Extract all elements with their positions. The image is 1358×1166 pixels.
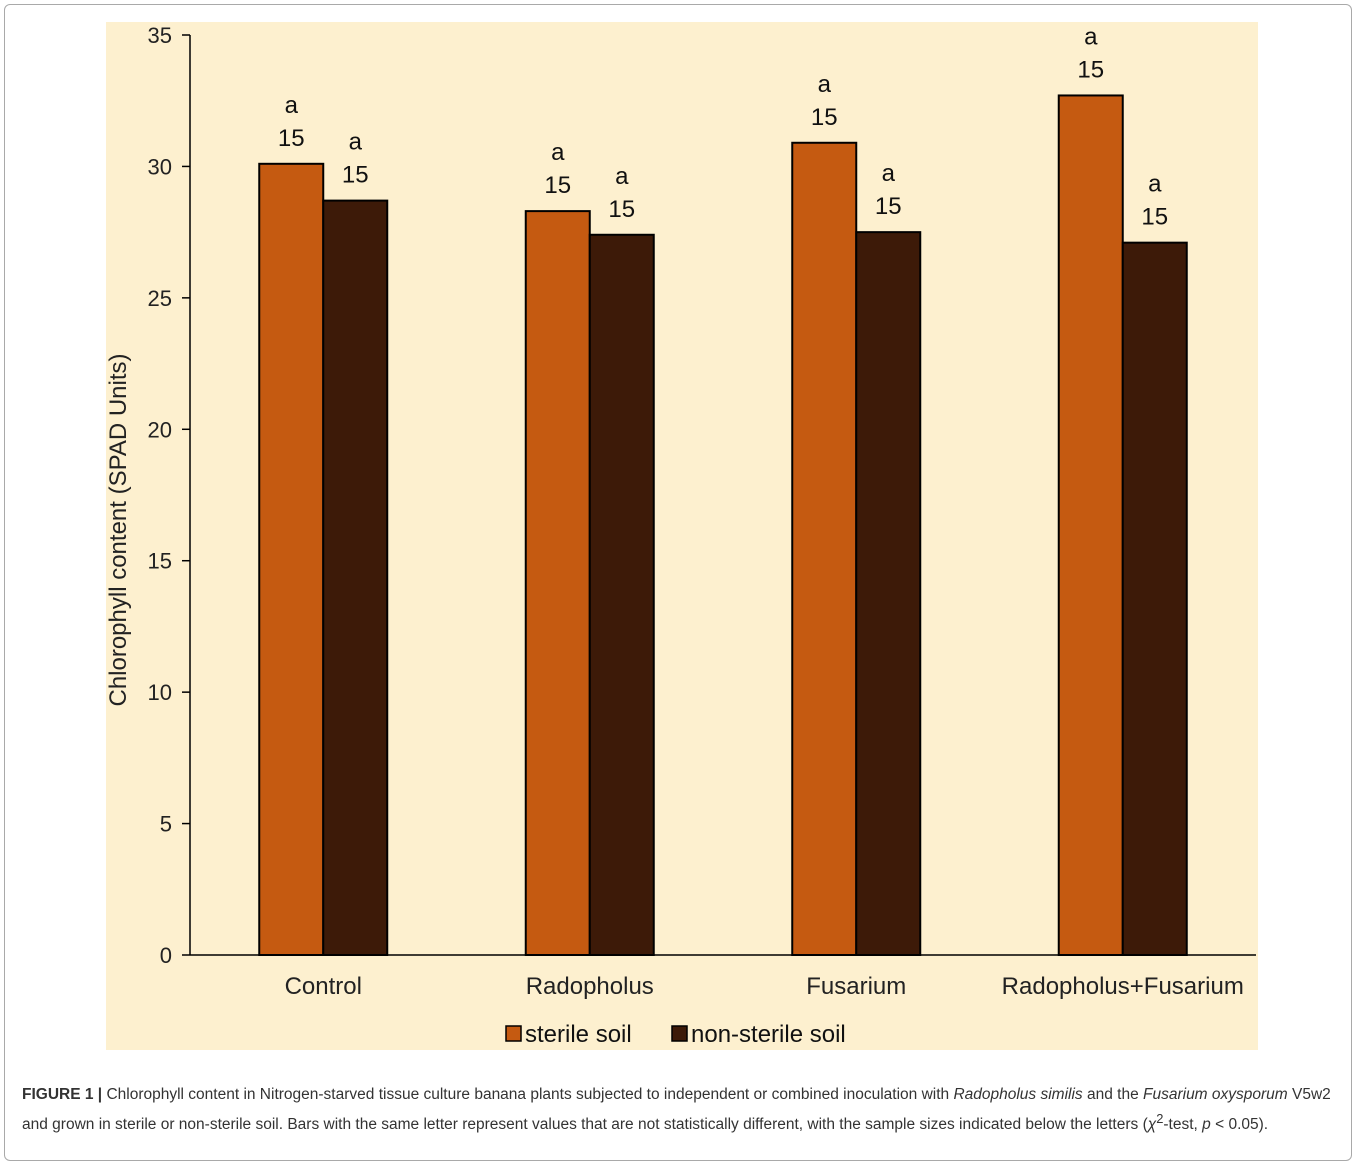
bar-chart: 0 5 10 15 20 25 30 35 Control Radopholus Fusarium… [105,22,1258,1050]
bar [1121,241,1188,956]
legend-swatch [671,1025,688,1042]
caption-superscript: 2 [1156,1110,1164,1126]
y-tick-label: 35 [148,23,172,48]
bar-significance-letter: a [615,163,629,190]
y-tick-label: 5 [160,812,172,837]
bar [258,162,325,957]
y-tick-label: 0 [160,943,172,968]
legend-label: non-sterile soil [691,1021,846,1048]
y-tick-label: 25 [148,286,172,311]
bar [322,199,389,957]
bar-sample-size: 15 [278,125,305,152]
bar-sample-size: 15 [1077,56,1104,83]
bar-sample-size: 15 [342,162,369,189]
bar-significance-letter: a [1084,23,1098,50]
caption-italic-fungus: Fusarium oxysporum [1143,1086,1288,1103]
legend-label: sterile soil [525,1021,632,1048]
y-tick-label: 15 [148,549,172,574]
y-axis: 0 5 10 15 20 25 30 35 [148,23,191,968]
legend: sterile soil non-sterile soil [505,1021,846,1048]
y-tick-label: 10 [148,680,172,705]
caption-figure-label: FIGURE 1 | [22,1086,103,1103]
x-category-label: Control [285,973,362,1000]
bars [258,94,1188,957]
caption-italic-species: Radopholus similis [953,1086,1083,1103]
bar-sample-size: 15 [1141,204,1168,231]
bar-significance-letter: a [551,139,565,166]
x-category-label: Radopholus [526,973,654,1000]
x-category-label: Radopholus+Fusarium [1002,973,1244,1000]
legend-swatch [505,1025,522,1042]
bar-significance-letter: a [1148,171,1162,198]
caption-text: Chlorophyll content in Nitrogen-starved … [102,1086,954,1103]
bar-significance-letter: a [349,129,363,156]
caption-italic-p: p [1202,1115,1211,1133]
caption-text: -test, [1163,1115,1203,1133]
bar-sample-size: 15 [811,104,838,131]
bar [588,233,655,956]
x-category-label: Fusarium [806,973,906,1000]
bar [1057,94,1124,956]
bar-significance-letter: a [882,160,896,187]
caption-text: < 0.05). [1210,1115,1269,1133]
bar-labels: a 15 a 15 a 15 a 15 a 15 a 15 a 15 a 15 [278,23,1168,230]
bar-sample-size: 15 [608,196,635,223]
bar-significance-letter: a [285,92,299,119]
bar-sample-size: 15 [544,172,571,199]
bar [791,141,858,956]
y-tick-label: 30 [148,154,172,179]
y-tick-label: 20 [148,417,172,442]
bar [855,231,922,956]
bar-sample-size: 15 [875,193,902,220]
caption-text: V5w2 and grown in sterile or non-sterile… [22,1086,1331,1133]
figure-caption: FIGURE 1 | Chlorophyll content in Nitrog… [22,1083,1334,1136]
y-axis-title: Chlorophyll content (SPAD Units) [105,353,132,706]
caption-chi-symbol: χ [1147,1115,1157,1133]
bar [524,210,591,957]
bar-significance-letter: a [818,71,832,98]
caption-text: and the [1082,1086,1143,1103]
